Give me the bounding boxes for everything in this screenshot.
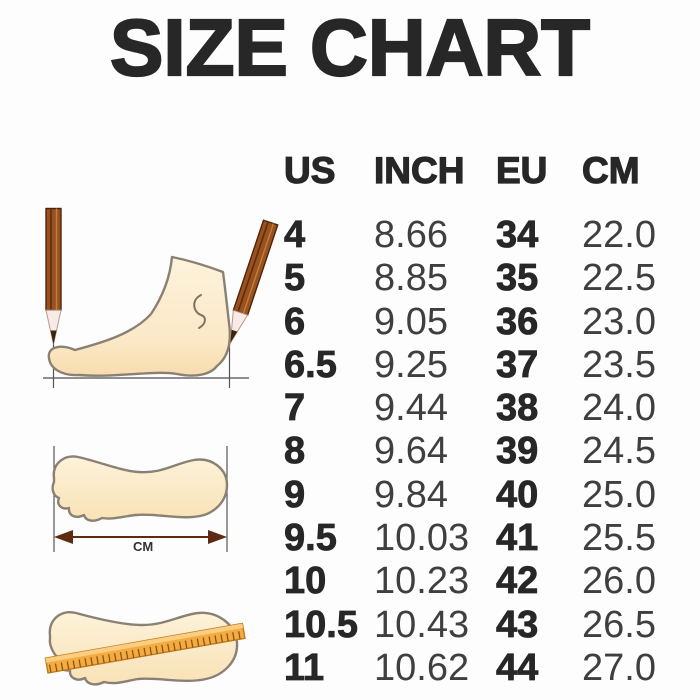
table-cell: 24.0 — [582, 387, 656, 430]
table-cell: 25.0 — [582, 473, 656, 516]
table-row: 9.5 10.03 41 25.5 — [284, 517, 676, 560]
column-header-us: US — [283, 149, 336, 191]
table-cell: 37 — [496, 343, 539, 386]
table-cell: 41 — [496, 517, 539, 560]
size-table: US INCH EU CM 4 8.66 34 22.0 5 8.85 35 22.5 6 9.05 36… — [283, 149, 676, 690]
table-cell: 10.62 — [374, 646, 470, 689]
footprint-ruler-illustration — [38, 593, 272, 697]
table-cell: 39 — [496, 430, 539, 473]
table-cell: 24.5 — [582, 430, 656, 473]
table-cell: 42 — [496, 560, 539, 603]
table-row: 8 9.64 39 24.5 — [284, 430, 676, 473]
table-cell: 23.0 — [582, 300, 656, 343]
table-cell: 10.43 — [374, 603, 470, 646]
table-row: 11 10.62 44 27.0 — [284, 647, 676, 690]
table-cell: 26.5 — [582, 603, 656, 646]
pencil-right-icon — [222, 219, 279, 347]
table-row: 4 8.66 34 22.0 — [284, 214, 676, 257]
table-cell: 8.66 — [374, 214, 448, 256]
footprint-arrow-icon: CM — [51, 446, 229, 554]
ruler-icon — [44, 622, 246, 674]
cm-arrow-label: CM — [133, 539, 153, 554]
table-row: 9 9.84 40 25.0 — [284, 473, 676, 517]
table-cell: 22.0 — [582, 214, 656, 256]
table-row: 5 8.85 35 22.5 — [284, 257, 676, 300]
table-cell: 26.0 — [582, 560, 656, 603]
table-cell: 35 — [496, 257, 539, 300]
foot-measure-illustration — [25, 190, 290, 400]
table-cell: 10 — [284, 560, 327, 603]
table-cell: 23.5 — [582, 343, 656, 386]
footprint-length-illustration: CM — [38, 438, 264, 574]
table-cell: 9.25 — [374, 343, 448, 386]
table-cell: 9.44 — [374, 387, 448, 430]
table-cell: 36 — [496, 300, 539, 343]
table-row: 10.5 10.43 43 26.5 — [284, 603, 676, 647]
table-cell: 25.5 — [582, 517, 656, 560]
foot-between-pencils-icon — [43, 207, 279, 388]
column-header-eu: EU — [495, 149, 548, 191]
table-cell: 10.23 — [374, 560, 470, 603]
table-cell: 34 — [496, 214, 539, 257]
table-cell: 6 — [284, 300, 306, 343]
table-cell: 9.64 — [374, 430, 448, 473]
table-cell: 9.05 — [374, 300, 448, 343]
table-cell: 6.5 — [284, 343, 338, 386]
page-title: SIZE CHART — [109, 3, 591, 92]
table-cell: 43 — [496, 603, 539, 646]
table-row: 6.5 9.25 37 23.5 — [284, 343, 676, 387]
column-header-inch: INCH — [373, 149, 465, 191]
table-cell: 8.85 — [374, 257, 448, 300]
table-cell: 9 — [284, 473, 306, 516]
table-cell: 5 — [284, 257, 306, 300]
table-cell: 11 — [284, 646, 325, 690]
table-cell: 9.5 — [284, 517, 338, 560]
table-cell: 8 — [284, 430, 306, 473]
table-cell: 10.5 — [284, 603, 359, 646]
column-header-cm: CM — [581, 149, 640, 191]
pencil-left-icon — [45, 207, 62, 346]
table-cell: 7 — [284, 387, 306, 430]
table-cell: 4 — [284, 214, 306, 257]
size-table-header: US INCH EU CM — [283, 149, 676, 192]
table-cell: 38 — [496, 387, 539, 430]
table-row: 10 10.23 42 26.0 — [284, 560, 676, 603]
footprint-ruler-icon — [44, 611, 246, 686]
table-cell: 22.5 — [582, 257, 656, 300]
table-row: 6 9.05 36 23.0 — [284, 300, 676, 344]
size-table-body: 4 8.66 34 22.0 5 8.85 35 22.5 6 9.05 36 23.0 6.5 9.25… — [284, 214, 676, 690]
table-cell: 40 — [496, 473, 539, 516]
table-row: 7 9.44 38 24.0 — [284, 387, 676, 430]
table-cell: 10.03 — [374, 517, 470, 560]
table-cell: 27.0 — [582, 646, 656, 689]
table-cell: 44 — [496, 646, 539, 690]
table-cell: 9.84 — [374, 473, 448, 516]
